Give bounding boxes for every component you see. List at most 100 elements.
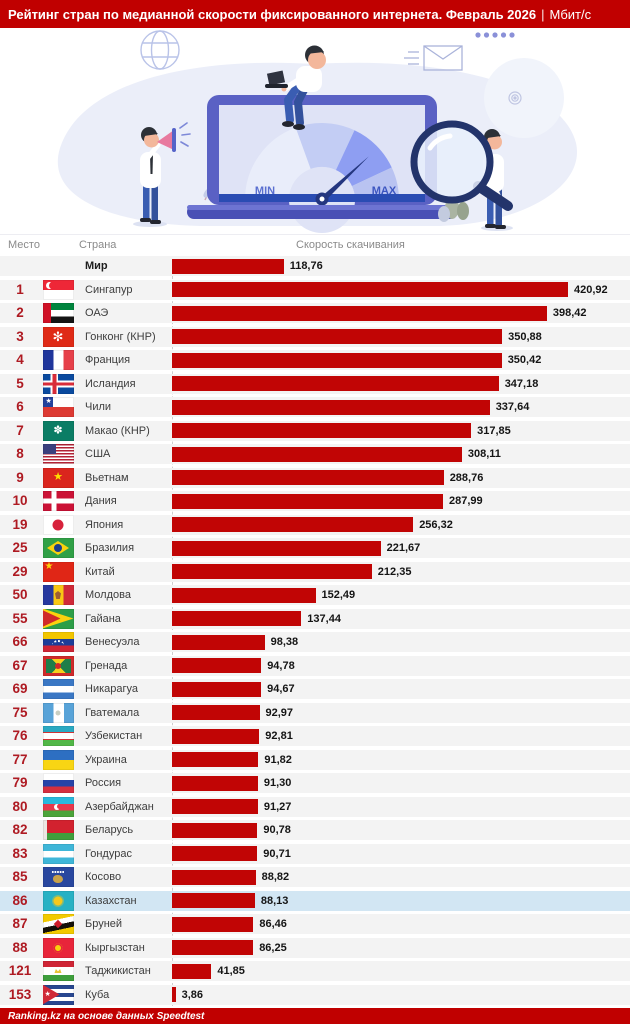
rank-label: 5 <box>16 375 24 391</box>
country-flag-icon <box>42 820 74 840</box>
speed-bar <box>172 681 262 697</box>
speed-value-label: 337,64 <box>495 401 530 413</box>
column-header-speed: Скорость скачивания <box>296 239 405 251</box>
flag-slot <box>40 655 76 676</box>
bar-track: 92,81 <box>172 728 630 744</box>
speed-value-label: 94,78 <box>267 659 295 672</box>
rank-label: 19 <box>12 516 28 532</box>
rank-label: 69 <box>12 681 28 696</box>
country-label: ОАЭ <box>85 307 109 319</box>
rank-label: 9 <box>16 469 24 485</box>
country-label: Таджикистан <box>85 965 151 977</box>
rank-label: 66 <box>12 634 28 649</box>
table-row: 85 Косово 88,82 <box>0 867 630 887</box>
speed-bar <box>172 399 490 415</box>
speed-value-label: 41,85 <box>217 965 245 977</box>
speed-bar <box>172 329 503 344</box>
speed-value-label: 91,82 <box>264 753 292 766</box>
bar-track: 91,30 <box>172 775 630 791</box>
speed-value-label: 91,27 <box>263 800 292 813</box>
bar-track: 256,32 <box>172 517 630 532</box>
chart-area: Мир 118,76 1 Сингапур 420,92 2 ОАЭ 398,4… <box>0 256 630 1008</box>
speed-value-label: 317,85 <box>477 424 511 437</box>
speed-bar <box>172 775 258 791</box>
flag-slot <box>40 914 76 934</box>
bar-track: 287,99 <box>172 493 630 509</box>
country-flag-icon <box>42 279 74 300</box>
country-label: Китай <box>85 565 115 578</box>
country-label: Азербайджан <box>85 800 154 813</box>
rank-label: 10 <box>12 493 28 508</box>
country-flag-icon <box>42 420 74 441</box>
speed-value-label: 347,18 <box>504 377 539 390</box>
speed-value-label: 350,42 <box>507 354 542 366</box>
table-row: 1 Сингапур 420,92 <box>0 279 630 300</box>
table-row: 67 Гренада 94,78 <box>0 655 630 676</box>
rank-label: 2 <box>16 305 24 320</box>
speed-value-label: 88,82 <box>261 871 290 883</box>
table-row: 69 Никарагуа 94,67 <box>0 679 630 699</box>
flag-slot <box>40 373 76 394</box>
speed-value-label: 92,97 <box>265 706 294 719</box>
country-flag-icon <box>42 632 74 652</box>
table-row: 3 Гонконг (КНР) 350,88 <box>0 326 630 347</box>
rank-label: 29 <box>12 563 28 579</box>
bar-track: 98,38 <box>172 634 630 650</box>
country-flag-icon <box>42 655 74 676</box>
table-row: 10 Дания 287,99 <box>0 491 630 511</box>
country-label: Никарагуа <box>85 683 139 695</box>
country-flag-icon <box>42 491 74 511</box>
country-flag-icon <box>42 514 74 535</box>
flag-slot <box>40 773 76 793</box>
country-flag-icon <box>42 796 74 817</box>
country-label: Гонконг (КНР) <box>85 330 156 343</box>
speed-value-label: 3,86 <box>181 988 204 1001</box>
bar-track: 88,82 <box>172 869 630 885</box>
bar-track: 86,46 <box>172 916 630 932</box>
bar-track: 337,64 <box>172 399 630 415</box>
country-flag-icon <box>42 561 74 582</box>
rank-label: 8 <box>16 446 24 461</box>
flag-slot <box>40 679 76 699</box>
country-label: Гренада <box>85 659 128 672</box>
country-label: Вьетнам <box>85 471 129 484</box>
flag-slot <box>40 585 76 605</box>
bar-track: 3,86 <box>172 987 630 1002</box>
speed-bar <box>172 846 258 861</box>
flag-slot <box>40 561 76 582</box>
table-row: 55 Гайана 137,44 <box>0 608 630 629</box>
speed-bar <box>172 564 372 579</box>
spiral-decoration <box>508 91 522 105</box>
bar-track: 92,97 <box>172 705 630 720</box>
rank-label: 121 <box>8 963 32 978</box>
laptop-graphic: MIN MAX <box>187 95 457 233</box>
unit-label: Мбит/с <box>549 6 592 22</box>
rank-label: 79 <box>12 775 28 790</box>
country-label: Куба <box>85 988 110 1001</box>
flag-slot <box>40 890 76 911</box>
country-flag-icon <box>42 303 74 323</box>
country-label: Франция <box>85 354 131 366</box>
country-label: Бразилия <box>85 542 135 554</box>
country-label: Молдова <box>85 589 131 601</box>
megaphone-person <box>133 122 191 227</box>
speed-value-label: 92,81 <box>265 730 293 742</box>
table-row: 7 Макао (КНР) 317,85 <box>0 420 630 441</box>
flag-slot <box>40 726 76 746</box>
flag-slot <box>40 984 76 1005</box>
country-flag-icon <box>42 937 74 958</box>
country-label: Украина <box>85 753 127 766</box>
speed-bar <box>172 940 254 955</box>
table-row: 5 Исландия 347,18 <box>0 373 630 394</box>
country-label: Гайана <box>85 612 121 625</box>
country-label: Япония <box>85 518 124 531</box>
title-bar: Рейтинг стран по медианной скорости фикс… <box>0 0 630 28</box>
globe-icon <box>140 30 180 70</box>
table-row: 82 Беларусь 90,78 <box>0 820 630 840</box>
magnifier-person <box>410 120 513 231</box>
speed-value-label: 288,76 <box>449 471 484 484</box>
title-separator: | <box>541 6 545 22</box>
country-flag-icon <box>42 867 74 887</box>
table-row: 88 Кыргызстан 86,25 <box>0 937 630 958</box>
